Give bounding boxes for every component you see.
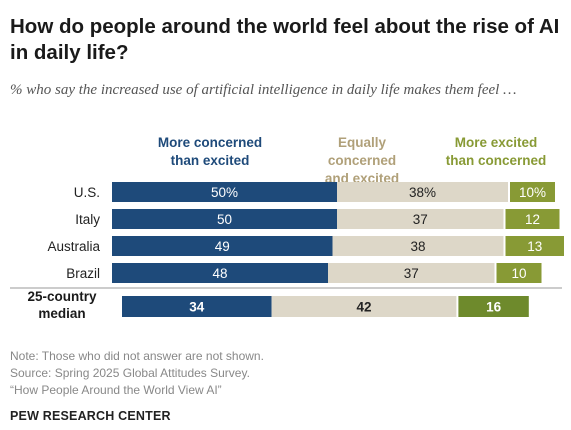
data-label-more-concerned-than-excited-u-s: 50% [211, 185, 238, 200]
category-label-australia: Australia [47, 239, 100, 254]
stacked-bar-chart: U.S. 50% 38% 10% Italy 50 37 12 Australia 49 38 13 B… [10, 182, 564, 321]
bar-more-concerned-than-excited-u-s [112, 182, 337, 202]
category-label-italy: Italy [75, 212, 100, 227]
data-label-more-excited-than-concerned-australia: 13 [527, 239, 542, 254]
bar-more-concerned-than-excited-italy [112, 209, 337, 229]
data-label-more-excited-than-concerned-u-s: 10% [519, 185, 546, 200]
data-label-equally-concerned-and-excited-25-country-median: 42 [356, 300, 371, 315]
data-label-more-concerned-than-excited-italy: 50 [217, 212, 232, 227]
bar-equally-concerned-and-excited-25-country-median [271, 296, 457, 317]
data-label-more-concerned-than-excited-brazil: 48 [212, 266, 227, 281]
legend-more-concerned: More concerned than excited [157, 135, 263, 168]
bar-equally-concerned-and-excited-australia [332, 236, 504, 256]
data-label-equally-concerned-and-excited-u-s: 38% [409, 185, 436, 200]
bar-more-excited-than-concerned-u-s [510, 182, 555, 202]
legend-more-excited: More excited than concerned [445, 135, 547, 168]
data-label-more-excited-than-concerned-italy: 12 [525, 212, 540, 227]
data-label-more-concerned-than-excited-australia: 49 [215, 239, 230, 254]
data-label-equally-concerned-and-excited-australia: 38 [410, 239, 425, 254]
chart-title: How do people around the world feel abou… [10, 15, 560, 64]
bar-equally-concerned-and-excited-brazil [328, 263, 495, 283]
category-label-25-country-median: 25-country median [27, 289, 97, 321]
bar-more-excited-than-concerned-brazil [496, 263, 542, 283]
category-label-brazil: Brazil [66, 266, 100, 281]
bar-more-concerned-than-excited-25-country-median [122, 296, 272, 317]
source-line: Source: Spring 2025 Global Attitudes Sur… [10, 366, 250, 380]
bar-more-excited-than-concerned-italy [505, 209, 560, 229]
brand-name: PEW RESEARCH CENTER [10, 409, 171, 423]
bar-more-excited-than-concerned-25-country-median [458, 296, 529, 317]
bar-equally-concerned-and-excited-italy [337, 209, 504, 229]
chart-subtitle: % who say the increased use of artificia… [10, 82, 517, 98]
bar-more-excited-than-concerned-australia [505, 236, 564, 256]
data-label-more-excited-than-concerned-25-country-median: 16 [486, 300, 502, 315]
data-label-equally-concerned-and-excited-brazil: 37 [404, 266, 419, 281]
bar-more-concerned-than-excited-brazil [112, 263, 328, 283]
report-title-line: “How People Around the World View AI” [10, 383, 222, 397]
bar-equally-concerned-and-excited-u-s [337, 182, 508, 202]
data-label-more-concerned-than-excited-25-country-median: 34 [189, 300, 205, 315]
data-label-equally-concerned-and-excited-italy: 37 [413, 212, 428, 227]
bar-more-concerned-than-excited-australia [112, 236, 333, 256]
data-label-more-excited-than-concerned-brazil: 10 [511, 266, 526, 281]
category-label-u-s: U.S. [74, 185, 100, 200]
note-line: Note: Those who did not answer are not s… [10, 349, 264, 363]
notes: Note: Those who did not answer are not s… [10, 348, 562, 399]
